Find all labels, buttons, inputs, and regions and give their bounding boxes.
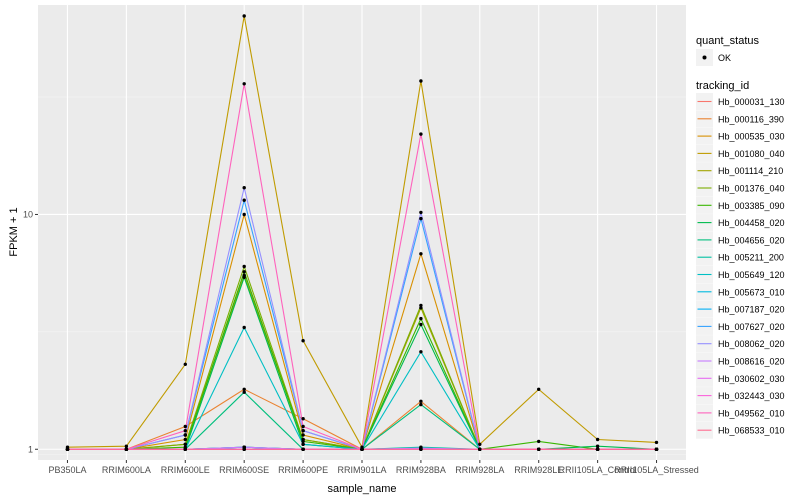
legend-label: Hb_000535_030 [718,132,785,142]
legend-label: Hb_001114_210 [718,166,783,176]
legend-label: Hb_007187_020 [718,305,785,315]
data-point [301,442,305,446]
legend-point-ok [702,55,707,60]
data-point [301,439,305,444]
data-point [183,424,187,429]
legend-label: Hb_030602_030 [718,374,785,384]
legend-label: Hb_004458_020 [718,218,785,228]
data-point [478,442,482,446]
x-tick-label: RRIM928LE [514,465,563,475]
data-point [419,79,423,83]
data-point [419,402,423,407]
x-tick-label: RRIM901LA [337,465,386,475]
legend-label: Hb_008616_020 [718,357,785,367]
data-point [242,186,246,190]
x-axis: PB350LA RRIM600LA RRIM600LE RRIM600SE RRIM60… [48,460,699,475]
data-point [419,399,423,403]
legend-label: Hb_005211_200 [718,253,784,263]
data-point [242,264,246,269]
legend-label: Hb_008062_020 [718,339,785,349]
data-point [419,252,423,256]
x-tick-label: RRIM600LA [102,465,151,475]
legend-label: Hb_000031_130 [718,97,785,107]
data-point [301,447,305,451]
data-point [419,303,423,308]
legend-label: Hb_007627_020 [718,322,785,332]
data-point [419,316,423,321]
data-point [242,390,246,394]
data-point [242,82,246,86]
data-point [65,447,70,451]
data-point [301,429,305,433]
data-point [419,350,423,354]
data-point [242,275,246,279]
legend-label: Hb_000116_390 [718,114,784,124]
data-point [242,387,246,391]
data-point [595,437,600,442]
legend-label: Hb_001376_040 [718,184,785,194]
data-point [183,433,187,437]
x-tick-label: RRII105LA_Stressed [614,465,699,475]
x-axis-title: sample_name [327,483,396,495]
legend-label: Hb_005649_120 [718,270,785,280]
data-point [242,212,246,217]
legend-label: Hb_003385_090 [718,201,785,211]
x-tick-label: RRII105LA_Control [559,465,637,475]
data-point [242,14,246,18]
data-point [183,429,187,433]
data-point [242,325,246,330]
data-point [654,440,659,445]
data-points [65,14,659,451]
legend-title-tracking-id: tracking_id [696,80,749,92]
data-point [537,439,541,444]
data-point [301,417,305,421]
data-point [537,387,541,391]
data-point [124,447,129,451]
y-tick-label: 1 [28,444,33,454]
data-point [360,447,364,451]
data-point [537,447,541,451]
x-tick-label: RRIM928BA [396,465,446,475]
data-point [301,339,305,343]
legend-label: Hb_001080_040 [718,149,785,159]
legend-label: Hb_068533_010 [718,426,785,436]
y-axis: 1 10 [23,209,38,454]
y-axis-title: FPKM + 1 [8,207,20,256]
x-tick-label: RRIM600PE [278,465,328,475]
x-tick-label: RRIM928LA [455,465,504,475]
data-point [242,447,246,451]
grid-lines [38,5,686,460]
data-point [419,306,423,310]
legend-label: Hb_032443_030 [718,391,785,401]
data-point [183,447,187,451]
data-point [183,437,187,442]
x-tick-label: RRIM600SE [219,465,269,475]
legend-label: Hb_049562_010 [718,408,785,418]
y-tick-label: 10 [23,209,33,219]
data-point [419,447,423,451]
data-point [183,362,187,366]
legend-label: Hb_005673_010 [718,287,785,297]
data-point [301,424,305,429]
data-point [595,444,600,448]
legend-label-ok: OK [718,53,731,63]
data-point [595,447,600,451]
data-point [654,447,659,451]
x-tick-label: PB350LA [48,465,86,475]
data-point [419,210,423,215]
legend-label: Hb_004656_020 [718,235,785,245]
data-point [183,442,187,446]
data-point [419,132,423,136]
data-point [478,447,482,451]
data-point [419,322,423,327]
legend-title-quant-status: quant_status [696,35,759,47]
data-point [301,433,305,437]
data-point [242,270,246,274]
x-tick-label: RRIM600LE [161,465,210,475]
data-point [419,216,423,221]
legend: quant_status OK tracking_id Hb_000031_13… [696,35,785,439]
data-point [242,198,246,202]
data-point [124,444,129,448]
